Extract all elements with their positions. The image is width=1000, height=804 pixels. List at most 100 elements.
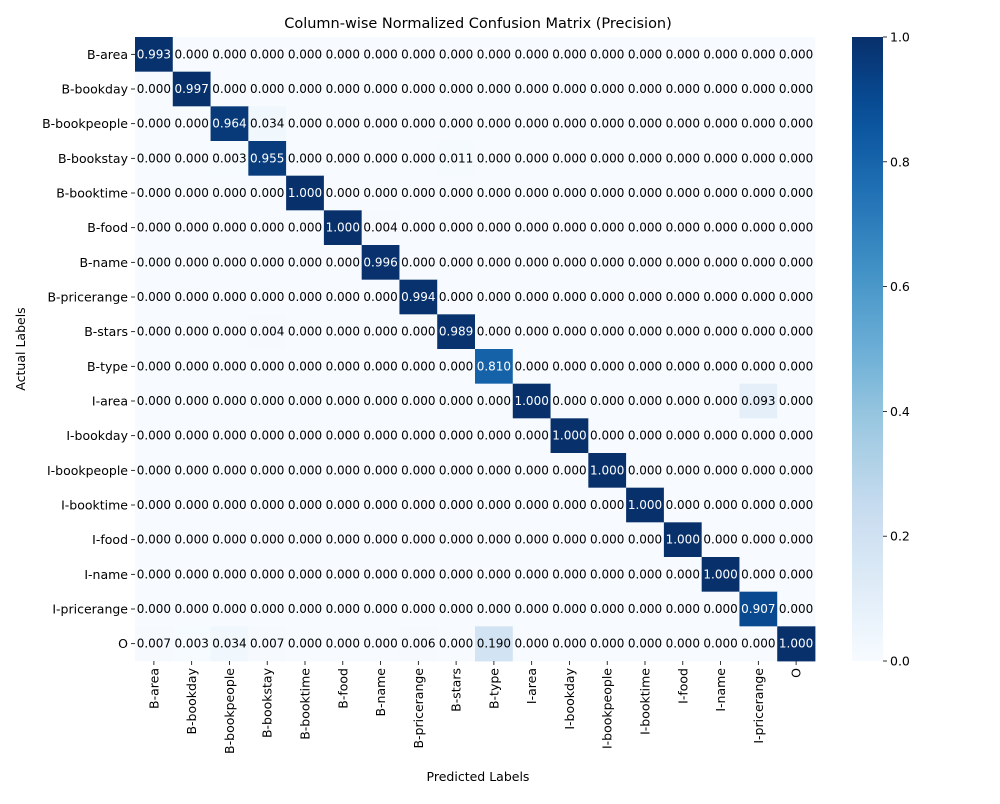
cell-value-label: 0.000 [326, 117, 360, 131]
heatmap-cell [172, 210, 211, 246]
cell-value-label: 0.000 [741, 567, 775, 581]
cell-value-label: 0.000 [174, 255, 208, 269]
cell-value-label: 0.000 [590, 82, 624, 96]
heatmap-cell [550, 557, 589, 593]
heatmap-cell [323, 210, 363, 246]
heatmap-cell [323, 314, 363, 350]
heatmap-cell [588, 591, 627, 627]
cell-value-label: 0.000 [552, 186, 586, 200]
cell-value-label: 0.000 [401, 567, 435, 581]
cell-value-label: 0.000 [212, 221, 246, 235]
heatmap-cell [550, 383, 589, 419]
cell-value-label: 0.000 [326, 533, 360, 547]
cell-value-label: 0.000 [137, 186, 171, 200]
heatmap-cell [588, 210, 627, 246]
heatmap-cell [739, 418, 778, 454]
y-tick-label: B-type [87, 359, 128, 374]
cell-value-label: 0.000 [666, 255, 700, 269]
heatmap-cell [701, 71, 740, 107]
heatmap-cell [512, 383, 551, 419]
heatmap-cell [210, 210, 249, 246]
heatmap-cell [512, 279, 551, 315]
cell-value-label: 0.000 [628, 429, 662, 443]
heatmap-cell [475, 314, 514, 350]
colorbar: 0.0 0.2 0.4 0.6 0.8 1.0 [852, 30, 910, 669]
x-tick-label: B-bookpeople [222, 668, 237, 754]
heatmap-cell [588, 383, 627, 419]
heatmap-cell [626, 383, 665, 419]
heatmap-cell [550, 141, 589, 177]
cell-value-label: 0.000 [439, 290, 473, 304]
cell-value-label: 0.000 [174, 463, 208, 477]
cell-value-label: 0.000 [477, 151, 511, 165]
heatmap-cell [135, 557, 174, 593]
y-tick-label: B-pricerange [47, 290, 128, 305]
heatmap-cell [323, 418, 363, 454]
cell-value-label: 0.000 [590, 359, 624, 373]
heatmap-cell [663, 383, 703, 419]
cell-value-label: 0.000 [174, 290, 208, 304]
cell-value-label: 0.000 [137, 325, 171, 339]
heatmap-cell [475, 383, 514, 419]
x-tick-label: I-area [524, 668, 539, 704]
cell-value-label: 0.000 [477, 498, 511, 512]
y-tick-label: I-name [84, 567, 128, 582]
cell-value-label: 0.000 [401, 221, 435, 235]
heatmap-cell [323, 383, 363, 419]
heatmap-cell [739, 557, 778, 593]
heatmap-cell [550, 106, 589, 142]
cell-value-label: 0.000 [514, 255, 548, 269]
x-tick-label: B-food [335, 668, 350, 709]
heatmap-cell [550, 349, 589, 385]
cell-value-label: 0.000 [250, 463, 284, 477]
cell-value-label: 0.000 [326, 255, 360, 269]
heatmap-cell [475, 210, 514, 246]
y-tick-label: I-area [92, 394, 128, 409]
heatmap-cell [777, 487, 816, 523]
cell-value-label: 0.000 [741, 186, 775, 200]
cell-value-label: 0.000 [552, 498, 586, 512]
heatmap-cell [286, 175, 325, 211]
y-tick-label: B-bookstay [58, 151, 129, 166]
cell-value-label: 0.000 [288, 221, 322, 235]
heatmap-cell [286, 487, 325, 523]
heatmap-cell [361, 314, 400, 350]
cell-value-label: 0.000 [477, 567, 511, 581]
heatmap-cell [739, 487, 778, 523]
heatmap-cell [172, 314, 211, 350]
heatmap-cell [739, 106, 778, 142]
cell-value-label: 0.000 [741, 359, 775, 373]
cell-value-label: 0.000 [477, 602, 511, 616]
heatmap-cell [701, 522, 740, 558]
heatmap-cell [399, 106, 438, 142]
heatmap-cell [777, 71, 816, 107]
cell-value-label: 0.000 [288, 394, 322, 408]
heatmap-cell [626, 626, 665, 662]
cell-value-label: 0.000 [439, 186, 473, 200]
cell-value-label: 0.000 [288, 151, 322, 165]
heatmap-cell [777, 37, 816, 73]
cell-value-label: 0.000 [401, 463, 435, 477]
heatmap-cell [777, 418, 816, 454]
heatmap-cell [210, 314, 249, 350]
heatmap-cell [777, 106, 816, 142]
heatmap-cell [701, 279, 740, 315]
heatmap-cell [777, 383, 816, 419]
heatmap-cell [210, 522, 249, 558]
cell-value-label: 0.000 [288, 429, 322, 443]
heatmap-cell [172, 37, 211, 73]
cell-value-label: 0.003 [174, 637, 208, 651]
cell-value-label: 0.034 [212, 637, 246, 651]
cell-value-label: 0.000 [137, 602, 171, 616]
cell-value-label: 0.000 [628, 186, 662, 200]
heatmap-cell [626, 210, 665, 246]
heatmap-cell [475, 626, 514, 662]
heatmap-cell [248, 626, 287, 662]
heatmap-cell [248, 245, 287, 281]
heatmap-cell [286, 591, 325, 627]
cell-value-label: 0.000 [703, 637, 737, 651]
heatmap-cell [135, 175, 174, 211]
heatmap-cell [512, 591, 551, 627]
cell-value-label: 0.000 [137, 567, 171, 581]
cell-value-label: 1.000 [552, 429, 586, 443]
